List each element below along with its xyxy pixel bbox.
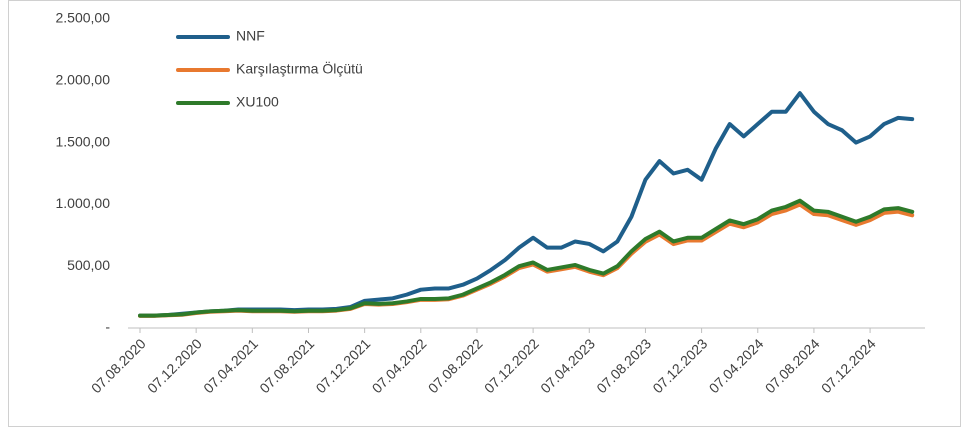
- y-tick-label: 1.000,00: [56, 195, 111, 211]
- y-tick-label: 500,00: [67, 257, 110, 273]
- y-tick-label: 1.500,00: [56, 133, 111, 149]
- y-tick-label: 2.000,00: [56, 72, 111, 88]
- legend-label: Karşılaştırma Ölçütü: [236, 60, 363, 77]
- legend-label: NNF: [236, 28, 265, 44]
- legend-label: XU100: [236, 94, 279, 110]
- chart-border: [8, 0, 961, 427]
- y-tick-label: -: [105, 319, 110, 335]
- series-line: [138, 198, 915, 318]
- y-tick-label: 2.500,00: [56, 10, 111, 26]
